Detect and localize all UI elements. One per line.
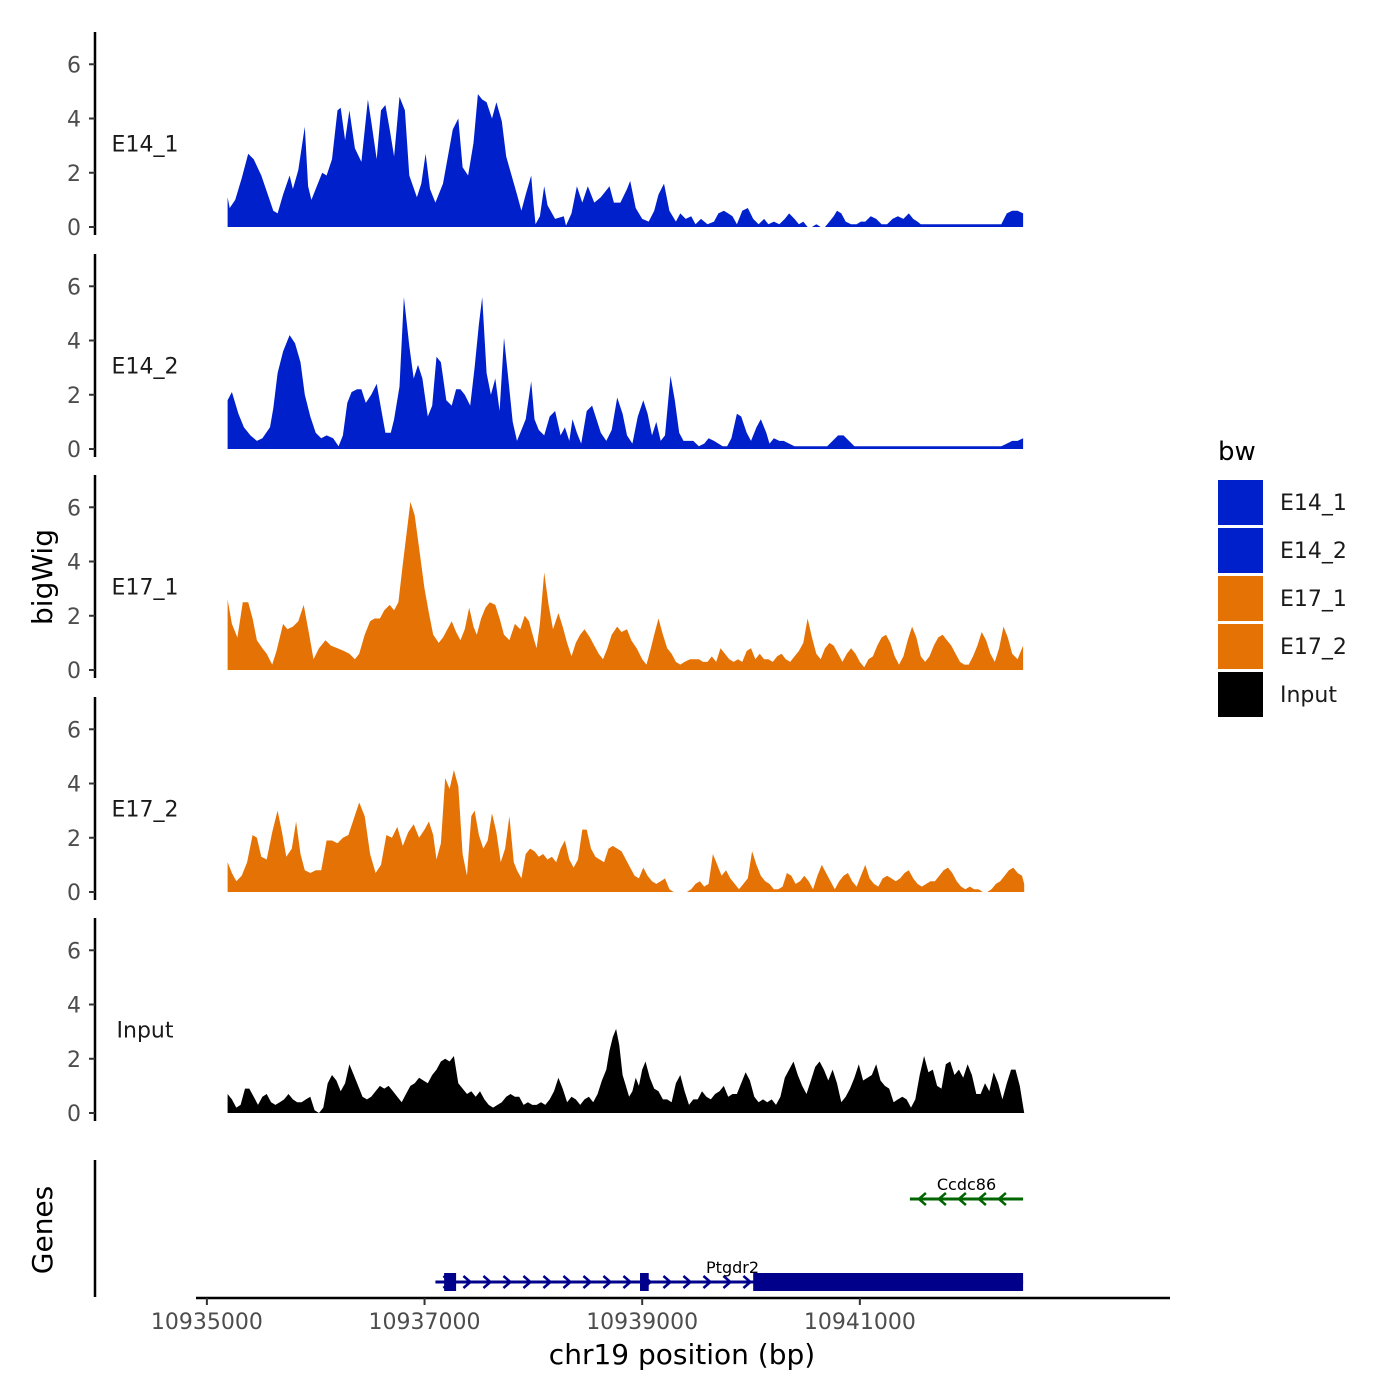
y-tick-label: 4	[67, 773, 81, 798]
strand-arrow	[662, 1275, 673, 1289]
gene-Ccdc86: Ccdc86	[909, 1175, 1024, 1206]
x-axis: 10935000 10937000 10939000 10941000	[151, 1296, 1170, 1335]
legend-label: E17_2	[1280, 635, 1347, 660]
strand-arrow	[682, 1275, 693, 1289]
legend-swatch	[1218, 672, 1263, 717]
gene-annotation-panel: Ptgdr2 Ccdc86	[93, 1160, 1024, 1297]
track-label-E17_1: E17_1	[112, 576, 179, 601]
legend-label: Input	[1280, 683, 1337, 708]
y-tick-label: 6	[67, 496, 81, 521]
y-tick-label: 2	[67, 162, 81, 187]
y-tick-label: 6	[67, 939, 81, 964]
strand-arrow	[702, 1275, 713, 1289]
signal-area-E14_2	[227, 297, 1024, 449]
track-panel-E17_2: 0 2 4 6 E17_2	[67, 697, 1025, 906]
strand-arrow	[462, 1275, 473, 1289]
legend-title: bw	[1218, 437, 1256, 467]
signal-area-Input	[227, 1028, 1025, 1113]
y-tick-label: 0	[67, 1102, 81, 1127]
y-tick-label: 2	[67, 827, 81, 852]
legend: bw E14_1 E14_2 E17_1 E17_2 Input	[1218, 437, 1347, 717]
track-panel-Input: 0 2 4 6 Input	[67, 918, 1025, 1127]
y-tick-label: 0	[67, 216, 81, 241]
strand-arrow	[996, 1192, 1007, 1206]
x-tick-label: 10937000	[369, 1310, 481, 1335]
x-tick-label: 10941000	[804, 1310, 916, 1335]
gene-label: Ptgdr2	[706, 1258, 759, 1277]
signal-area-E14_1	[227, 94, 1024, 227]
y-tick-label: 6	[67, 718, 81, 743]
strand-arrow	[542, 1275, 553, 1289]
track-panel-E14_2: 0 2 4 6 E14_2	[67, 254, 1024, 463]
strand-arrow	[976, 1192, 987, 1206]
coverage-tracks: 0 2 4 6 E14_1 0 2 4 6 E14_2 0 2 4 6 E17_1 0 2 4 6 E17_2 0 2 4 6…	[67, 32, 1025, 1127]
legend-label: E14_2	[1280, 539, 1347, 564]
legend-label: E14_1	[1280, 491, 1347, 516]
x-tick-label: 10935000	[151, 1310, 263, 1335]
signal-area-E17_1	[227, 501, 1024, 670]
y-axis-title: bigWig	[26, 529, 59, 625]
strand-arrow	[502, 1275, 513, 1289]
strand-arrow	[482, 1275, 493, 1289]
legend-swatch	[1218, 480, 1263, 525]
track-panel-E14_1: 0 2 4 6 E14_1	[67, 32, 1024, 241]
strand-arrow	[916, 1192, 927, 1206]
legend-item-Input: Input	[1218, 672, 1337, 717]
x-axis-title: chr19 position (bp)	[549, 1338, 815, 1371]
legend-item-E17_2: E17_2	[1218, 624, 1347, 669]
exon-block	[444, 1273, 457, 1291]
legend-label: E17_1	[1280, 587, 1347, 612]
gene-Ptgdr2: Ptgdr2	[435, 1258, 1024, 1291]
legend-item-E14_2: E14_2	[1218, 528, 1347, 573]
strand-arrow	[722, 1275, 733, 1289]
legend-swatch	[1218, 528, 1263, 573]
strand-arrow	[956, 1192, 967, 1206]
exon-block	[640, 1273, 649, 1291]
y-tick-label: 6	[67, 275, 81, 300]
y-tick-label: 2	[67, 384, 81, 409]
gene-label: Ccdc86	[937, 1175, 996, 1194]
y-tick-label: 0	[67, 438, 81, 463]
y-tick-label: 2	[67, 605, 81, 630]
y-tick-label: 6	[67, 53, 81, 78]
strand-arrow	[742, 1275, 753, 1289]
track-label-E17_2: E17_2	[112, 798, 179, 823]
strand-arrow	[602, 1275, 613, 1289]
legend-item-E17_1: E17_1	[1218, 576, 1347, 621]
strand-arrow	[582, 1275, 593, 1289]
genes-axis-title: Genes	[26, 1186, 59, 1274]
track-label-E14_2: E14_2	[112, 355, 179, 380]
legend-swatch	[1218, 576, 1263, 621]
y-tick-label: 0	[67, 881, 81, 906]
track-label-Input: Input	[117, 1019, 174, 1044]
y-tick-label: 0	[67, 659, 81, 684]
signal-area-E17_2	[227, 770, 1025, 892]
legend-swatch	[1218, 624, 1263, 669]
strand-arrow	[522, 1275, 533, 1289]
track-label-E14_1: E14_1	[112, 133, 179, 158]
y-tick-label: 4	[67, 551, 81, 576]
exon-block	[753, 1273, 1024, 1291]
strand-arrow	[936, 1192, 947, 1206]
x-tick-label: 10939000	[586, 1310, 698, 1335]
y-tick-label: 2	[67, 1048, 81, 1073]
y-tick-label: 4	[67, 994, 81, 1019]
strand-arrow	[562, 1275, 573, 1289]
track-panel-E17_1: 0 2 4 6 E17_1	[67, 475, 1024, 684]
strand-arrow	[622, 1275, 633, 1289]
y-tick-label: 4	[67, 108, 81, 133]
legend-item-E14_1: E14_1	[1218, 480, 1347, 525]
y-tick-label: 4	[67, 330, 81, 355]
